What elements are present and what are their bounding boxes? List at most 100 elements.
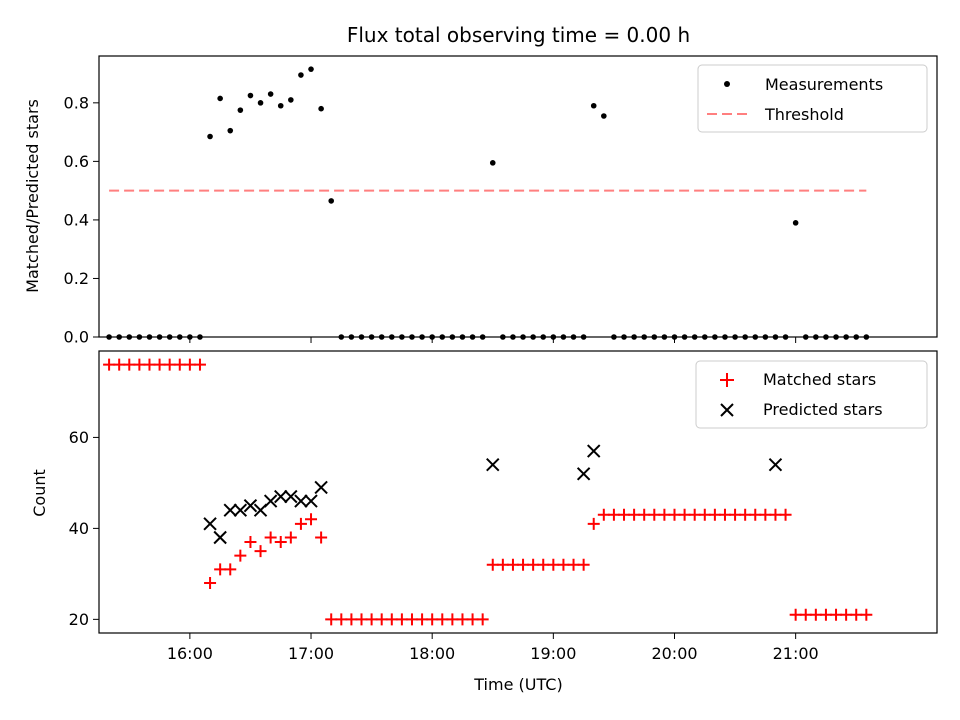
predicted-stars-points (203, 444, 783, 545)
matched-star-point (567, 558, 580, 571)
bottom-x-tick-label: 18:00 (409, 644, 455, 663)
measurement-point (368, 334, 375, 340)
measurement-point (601, 113, 607, 119)
predicted-star-point (263, 494, 278, 508)
measurement-point (106, 334, 112, 340)
measurement-point (661, 334, 668, 340)
measurement-point (409, 334, 415, 340)
matched-star-point (830, 608, 843, 621)
matched-star-point (749, 508, 762, 521)
top-chart-title: Flux total observing time = 0.00 h (347, 23, 690, 47)
predicted-star-point (314, 480, 328, 495)
measurement-point (863, 334, 870, 340)
matched-star-point (759, 508, 772, 521)
measurement-point (378, 334, 385, 340)
matched-star-point (335, 613, 348, 626)
bottom-legend: Matched stars Predicted stars (695, 360, 928, 429)
matched-star-point (416, 613, 429, 626)
matched-star-point (840, 608, 853, 621)
bottom-x-tick-label: 17:00 (288, 644, 334, 663)
matched-star-point (375, 613, 388, 626)
matched-star-point (395, 613, 408, 626)
measurement-point (802, 334, 809, 340)
matched-star-point (476, 613, 489, 626)
matched-star-point (688, 508, 701, 521)
measurement-point (318, 105, 324, 112)
measurement-point (116, 334, 122, 340)
bottom-legend-box (695, 360, 928, 429)
measurement-point (146, 334, 153, 340)
matched-star-point (204, 576, 217, 589)
measurement-point (701, 334, 708, 340)
legend-measurements-marker (724, 81, 730, 87)
measurement-point (530, 334, 536, 340)
bottom-plot-frame (98, 350, 938, 634)
measurement-point (358, 334, 365, 340)
measurement-point (439, 334, 446, 340)
measurement-point (459, 334, 466, 340)
measurement-point (308, 66, 314, 72)
bottom-x-tick-label: 16:00 (167, 644, 213, 663)
legend-matched-marker (720, 373, 734, 387)
matched-star-point (405, 613, 418, 626)
legend-predicted-label: Predicted stars (763, 400, 883, 419)
measurement-point (399, 334, 405, 340)
measurement-point (651, 334, 658, 340)
top-legend-box (697, 64, 928, 133)
bottom-y-axis: 20 40 60 (69, 428, 99, 629)
bottom-y-tick-label: 20 (69, 610, 89, 629)
measurement-point (681, 334, 688, 340)
matched-star-point (103, 358, 116, 371)
predicted-star-point (486, 458, 500, 472)
matched-star-point (708, 508, 721, 521)
matched-star-point (547, 558, 560, 571)
matched-star-point (173, 358, 186, 371)
matched-star-point (779, 508, 792, 521)
measurement-point (611, 334, 617, 340)
bottom-x-tick-label: 21:00 (773, 644, 819, 663)
matched-star-point (658, 508, 671, 521)
measurement-point (197, 334, 203, 340)
top-y-tick-label: 0.0 (64, 328, 89, 347)
top-y-axis: 0.0 0.2 0.4 0.6 0.8 (64, 93, 99, 347)
matched-star-point (244, 536, 257, 549)
legend-measurements-label: Measurements (765, 75, 883, 94)
matched-star-point (254, 545, 267, 558)
measurement-point (237, 107, 244, 113)
matched-star-point (729, 508, 742, 521)
measurement-point (752, 334, 759, 340)
bottom-x-axis: 16:00 17:00 18:00 19:00 20:00 21:00 (167, 633, 819, 663)
measurement-point (520, 334, 526, 340)
matched-star-point (648, 508, 661, 521)
predicted-star-point (284, 489, 298, 504)
matched-star-point (294, 517, 307, 530)
matched-star-point (819, 608, 832, 621)
measurement-point (560, 334, 567, 340)
matched-star-point (365, 613, 378, 626)
predicted-star-point (576, 467, 591, 481)
matched-star-point (466, 613, 479, 626)
matched-star-point (456, 613, 469, 626)
matched-star-point (527, 558, 540, 571)
top-y-tick-label: 0.6 (64, 152, 89, 171)
matched-star-point (183, 358, 196, 371)
measurement-point (257, 100, 264, 106)
predicted-star-point (233, 503, 248, 517)
top-panel: Flux total observing time = 0.00 h 0.0 0.… (23, 23, 938, 347)
measurement-point (388, 334, 395, 340)
measurement-point (550, 334, 557, 340)
matched-star-point (618, 508, 631, 521)
matched-star-point (506, 558, 519, 571)
matched-star-point (133, 358, 146, 371)
top-legend: Measurements Threshold (697, 64, 928, 133)
matched-star-point (426, 613, 439, 626)
top-plot-frame (98, 55, 938, 338)
matched-star-point (557, 558, 570, 571)
predicted-star-point (223, 503, 237, 517)
top-y-tick-label: 0.2 (64, 269, 89, 288)
measurement-point (489, 160, 496, 166)
matched-star-point (234, 549, 247, 562)
matched-star-point (850, 608, 863, 621)
measurement-point (540, 334, 547, 340)
